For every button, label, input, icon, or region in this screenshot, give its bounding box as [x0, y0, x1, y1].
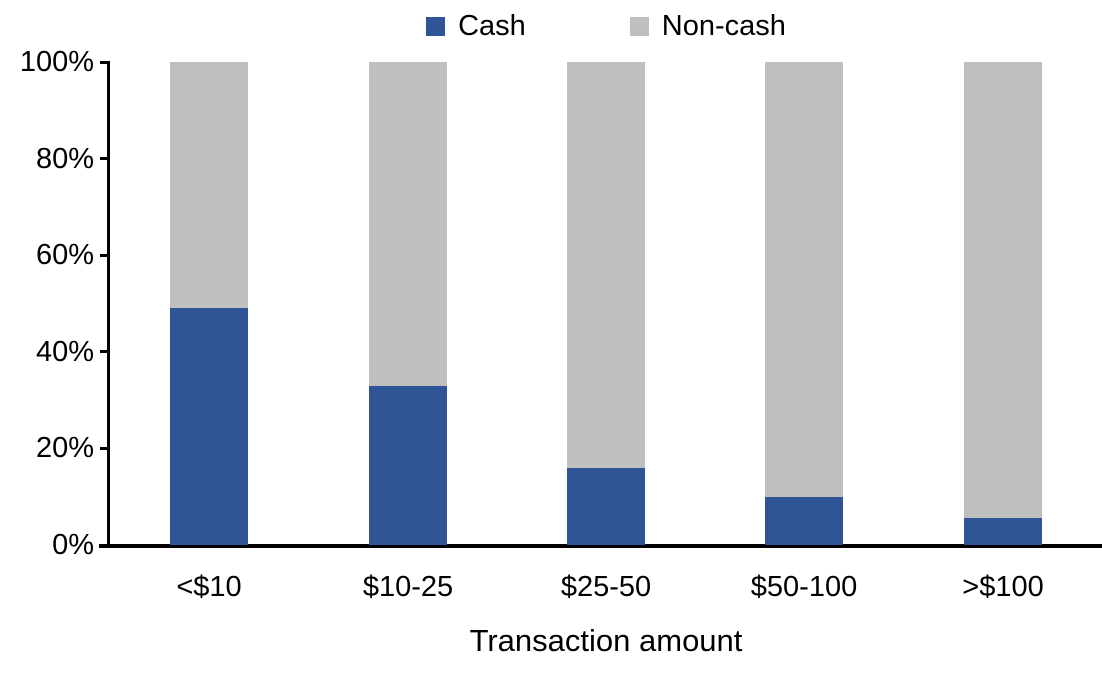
legend-label-cash: Cash	[458, 10, 526, 42]
x-axis-label: $10-25	[362, 571, 454, 603]
y-axis-tick	[100, 543, 110, 547]
bar-segment-cash-1	[369, 386, 447, 545]
legend-label-noncash: Non-cash	[661, 10, 786, 42]
bar-segment-cash-4	[964, 518, 1042, 545]
y-axis-tick	[100, 446, 110, 450]
y-axis-tick	[100, 350, 110, 354]
x-axis-label: $50-100	[750, 571, 858, 603]
noncash-swatch-icon	[629, 17, 649, 36]
y-axis-label: 80%	[35, 142, 94, 175]
bar-segment-cash-3	[765, 497, 843, 545]
legend-item-cash: Cash	[426, 12, 526, 41]
bar-segment-cash-2	[567, 468, 645, 545]
y-axis-line	[107, 62, 110, 547]
bar-segment-cash-0	[170, 308, 248, 545]
y-axis-tick	[100, 157, 110, 161]
bar-segment-non-cash-4	[964, 62, 1042, 518]
bar-segment-non-cash-1	[369, 62, 447, 386]
y-axis-label: 0%	[52, 529, 94, 561]
y-axis-label: 100%	[19, 46, 94, 78]
x-axis-line	[99, 544, 1102, 548]
y-axis-label: 40%	[35, 335, 94, 368]
y-axis-label: 60%	[35, 239, 94, 272]
cash-swatch-icon	[426, 17, 446, 36]
legend: Cash Non-cash	[110, 12, 1102, 41]
x-axis-label: <$10	[176, 571, 242, 603]
y-axis-tick	[100, 60, 110, 64]
x-axis-label: $25-50	[560, 571, 652, 603]
y-axis-tick	[100, 253, 110, 257]
bar-segment-non-cash-2	[567, 62, 645, 468]
bar-segment-non-cash-3	[765, 62, 843, 497]
bar-segment-non-cash-0	[170, 62, 248, 308]
legend-item-noncash: Non-cash	[629, 10, 786, 42]
x-axis-title: Transaction amount	[469, 623, 743, 658]
x-axis-label: >$100	[962, 571, 1044, 603]
y-axis-label: 20%	[35, 432, 94, 465]
plot-area: 0% 20% 40% 60% 80% 100% <$10 $10-25 $25-50 $50-10…	[20, 48, 1102, 602]
